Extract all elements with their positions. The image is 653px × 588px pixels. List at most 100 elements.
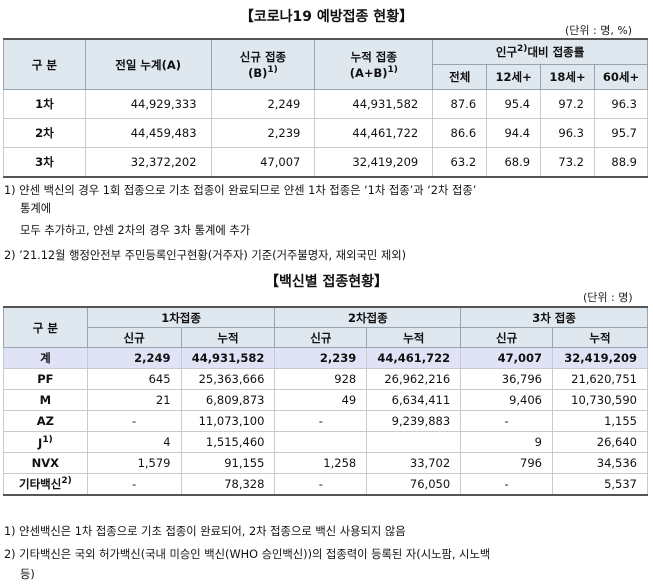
cell-d2n: 928 xyxy=(274,368,368,390)
cell-d2n: 49 xyxy=(274,389,368,411)
header-18plus: 18세+ xyxy=(540,64,595,90)
cell-d1c: 25,363,666 xyxy=(180,368,276,390)
header-dose1: 1차접종 xyxy=(86,306,276,328)
table1-title: 【코로나19 예방접종 현황】 xyxy=(239,9,414,25)
header-cum: 누적 xyxy=(180,327,276,348)
table1-unit: (단위 : 명, %) xyxy=(565,24,633,37)
table-row: NVX 1,579 91,155 1,258 33,702 796 34,536 xyxy=(3,452,648,474)
cell-d1n: 1,579 xyxy=(86,452,182,474)
table2-unit: (단위 : 명) xyxy=(583,291,633,304)
row-label: 2차 xyxy=(3,118,86,148)
header-cum: 누적 xyxy=(366,327,462,348)
header-new: 신규 xyxy=(86,327,182,348)
note-2: 2) ’21.12월 행정안전부 주민등록인구현황(거주자) 기준(거주불명자,… xyxy=(4,249,407,262)
cell-cum: 44,931,582 xyxy=(314,89,434,119)
cell-d3n: 796 xyxy=(460,452,553,474)
table-row: 3차 32,372,202 47,007 32,419,209 63.2 68.… xyxy=(3,147,648,178)
cell-d2c: 76,050 xyxy=(366,473,462,496)
header-pop-rate: 인구2)대비 접종률 xyxy=(432,38,648,65)
row-label: AZ xyxy=(3,410,88,432)
cell-all: 63.2 xyxy=(432,147,488,178)
cell-12: 95.4 xyxy=(486,89,542,119)
cell-d3n: 47,007 xyxy=(460,347,553,369)
cell-12: 68.9 xyxy=(486,147,542,178)
cell-d3c: 34,536 xyxy=(552,452,648,474)
cell-d1n: - xyxy=(86,410,182,432)
cell-new: 47,007 xyxy=(210,147,316,178)
note-1a: 1) 얀센 백신의 경우 1회 접종으로 기초 접종이 완료되므로 얀센 1차 … xyxy=(4,184,477,197)
table-row: 기타백신2) -78,328-76,050-5,537 xyxy=(3,473,648,496)
cell-d1c: 11,073,100 xyxy=(180,410,276,432)
cell-d3c: 1,155 xyxy=(552,410,648,432)
cell-prev: 44,929,333 xyxy=(84,89,212,119)
cell-d2n: 2,239 xyxy=(274,347,368,369)
row-label: M xyxy=(3,389,88,411)
row-label: 기타백신2) xyxy=(3,473,88,496)
cell-d1c: 44,931,582 xyxy=(180,347,276,369)
note-1b: 통계에 xyxy=(20,202,52,215)
table2-title: 【백신별 접종현황】 xyxy=(264,274,389,290)
header-60plus: 60세+ xyxy=(594,64,648,90)
cell-cum: 32,419,209 xyxy=(314,147,434,178)
row-label: 3차 xyxy=(3,147,86,178)
table-row: M 21 6,809,873 49 6,634,411 9,406 10,730,590 xyxy=(3,389,648,411)
cell-d3n: 9,406 xyxy=(460,389,553,411)
cell-d2c: 9,239,883 xyxy=(366,410,462,432)
row-label: 1차 xyxy=(3,89,86,119)
cell-d1c: 78,328 xyxy=(180,473,276,496)
note-1c: 모두 추가하고, 얀센 2차의 경우 3차 통계에 추가 xyxy=(20,224,251,237)
note2-1: 1) 얀센백신은 1차 접종으로 기초 접종이 완료되어, 2차 접종으로 백신… xyxy=(4,525,406,538)
cell-d2c: 33,702 xyxy=(366,452,462,474)
header-dose2: 2차접종 xyxy=(274,306,462,328)
row-label: 계 xyxy=(3,347,88,369)
table-row: 계 2,249 44,931,582 2,239 44,461,722 47,007 32,… xyxy=(3,347,648,369)
header-12plus: 12세+ xyxy=(486,64,542,90)
vaccination-status-table: 구 분 전일 누계(A) 신규 접종 (B)1) 누적 접종 (A+B)1) 인구2… xyxy=(3,38,648,178)
header-dose3: 3차 접종 xyxy=(460,306,648,328)
cell-d2c: 44,461,722 xyxy=(366,347,462,369)
cell-18: 97.2 xyxy=(540,89,595,119)
cell-d1c: 1,515,460 xyxy=(180,431,276,453)
cell-d2n: - xyxy=(274,410,368,432)
note2-2b: 등) xyxy=(20,568,35,581)
cell-d3c: 32,419,209 xyxy=(552,347,648,369)
cell-d2n xyxy=(274,431,368,453)
table-row: PF 645 25,363,666 928 26,962,216 36,796 21,620… xyxy=(3,368,648,390)
cell-60: 95.7 xyxy=(594,118,648,148)
header-gubun: 구 분 xyxy=(3,306,88,348)
cell-prev: 32,372,202 xyxy=(84,147,212,178)
cell-d3c: 21,620,751 xyxy=(552,368,648,390)
table-row: AZ -11,073,100-9,239,883-1,155 xyxy=(3,410,648,432)
header-new: 신규 접종 (B)1) xyxy=(210,38,316,90)
cell-new: 2,249 xyxy=(210,89,316,119)
cell-d1c: 91,155 xyxy=(180,452,276,474)
row-label: NVX xyxy=(3,452,88,474)
header-cumulative: 누적 접종 (A+B)1) xyxy=(314,38,434,90)
cell-d3c: 5,537 xyxy=(552,473,648,496)
cell-prev: 44,459,483 xyxy=(84,118,212,148)
cell-d3c: 26,640 xyxy=(552,431,648,453)
cell-d1c: 6,809,873 xyxy=(180,389,276,411)
header-prev-total: 전일 누계(A) xyxy=(84,38,212,90)
cell-all: 86.6 xyxy=(432,118,488,148)
table-row: J1) 4 1,515,460 9 26,640 xyxy=(3,431,648,453)
cell-18: 96.3 xyxy=(540,118,595,148)
cell-d1n: 645 xyxy=(86,368,182,390)
cell-18: 73.2 xyxy=(540,147,595,178)
header-new: 신규 xyxy=(460,327,553,348)
note2-2a: 2) 기타백신은 국외 허가백신(국내 미승인 백신(WHO 승인백신))의 접… xyxy=(4,548,491,561)
cell-60: 96.3 xyxy=(594,89,648,119)
cell-new: 2,239 xyxy=(210,118,316,148)
cell-d2c xyxy=(366,431,462,453)
row-label: J1) xyxy=(3,431,88,453)
cell-d3c: 10,730,590 xyxy=(552,389,648,411)
header-cum: 누적 xyxy=(552,327,648,348)
cell-d1n: 4 xyxy=(86,431,182,453)
cell-d2n: 1,258 xyxy=(274,452,368,474)
vaccine-rows: 계 2,249 44,931,582 2,239 44,461,722 47,007 32,… xyxy=(3,347,648,496)
cell-all: 87.6 xyxy=(432,89,488,119)
header-gubun: 구 분 xyxy=(3,38,86,90)
cell-d3n: 36,796 xyxy=(460,368,553,390)
